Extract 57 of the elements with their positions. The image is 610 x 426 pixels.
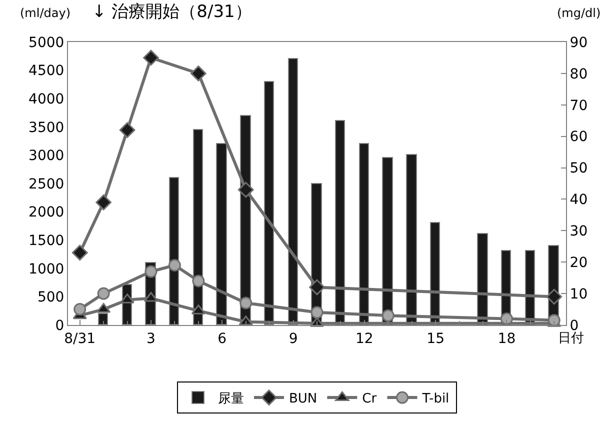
y2-tick-label: 40 — [570, 192, 588, 208]
y2-tick-label: 90 — [570, 34, 588, 51]
point — [96, 194, 112, 210]
x-axis-title: 日付 — [558, 331, 584, 346]
y-tick-label: 4500 — [28, 63, 64, 80]
point — [72, 244, 88, 261]
y-tick-label: 500 — [37, 290, 64, 306]
legend-label: BUN — [289, 392, 318, 407]
y-axis-title: (ml/day) — [20, 6, 71, 20]
bar — [335, 120, 345, 325]
point — [144, 265, 158, 278]
y2-tick-label: 30 — [570, 224, 588, 240]
y-tick-label: 1500 — [28, 233, 64, 249]
point — [238, 182, 254, 198]
x-tick-label: 12 — [356, 330, 374, 347]
x-tick-label: 18 — [498, 330, 516, 347]
point — [500, 312, 513, 325]
chart-title: ↓ 治療開始（8/31） — [92, 2, 252, 22]
bar — [359, 143, 369, 325]
point — [309, 279, 325, 296]
legend-label: 尿量 — [218, 392, 244, 407]
point — [190, 66, 206, 82]
point — [119, 122, 136, 138]
y2-tick-label: 20 — [570, 255, 588, 272]
bar — [406, 154, 417, 325]
y-tick-label: 3500 — [28, 120, 64, 136]
point — [382, 309, 394, 322]
y2-tick-label: 60 — [570, 129, 588, 146]
y-tick-label: 3000 — [28, 148, 64, 164]
y2-tick-label: 50 — [570, 160, 588, 177]
point — [74, 303, 86, 316]
bar — [477, 233, 488, 325]
point — [192, 274, 205, 288]
x-tick-label: 15 — [426, 330, 444, 347]
legend-label: Cr — [362, 392, 378, 407]
y2-tick-label: 10 — [570, 286, 588, 302]
y-tick-label: 5000 — [28, 34, 64, 51]
x-tick-label: 6 — [218, 330, 227, 347]
y2-axis-title: (mg/dl) — [557, 6, 601, 20]
x-tick-label: 8/31 — [64, 330, 96, 347]
y-tick-label: 2000 — [28, 204, 64, 221]
legend-label: T-bil — [421, 392, 450, 407]
x-tick-label: 9 — [288, 330, 298, 347]
point — [97, 287, 110, 300]
y-tick-label: 1000 — [28, 261, 64, 278]
point — [168, 259, 181, 272]
y2-tick-label: 80 — [570, 66, 588, 82]
y-tick-label: 0 — [55, 318, 64, 334]
x-tick-label: 3 — [146, 330, 156, 347]
bar — [430, 222, 440, 325]
y2-tick-label: 70 — [570, 98, 588, 114]
point — [546, 288, 562, 305]
point — [310, 306, 324, 319]
point — [143, 50, 159, 66]
y-tick-label: 2500 — [28, 176, 64, 192]
point — [240, 296, 252, 310]
y-tick-label: 4000 — [28, 92, 64, 108]
